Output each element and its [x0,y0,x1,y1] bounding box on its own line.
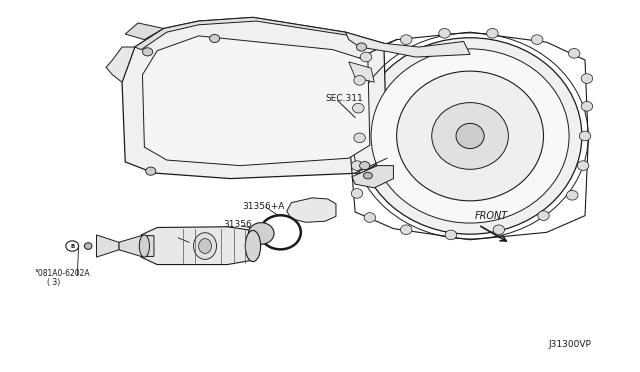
Ellipse shape [140,235,150,257]
Text: J31300VP: J31300VP [548,340,591,349]
Text: 31300: 31300 [154,233,182,243]
Polygon shape [141,227,253,264]
Ellipse shape [248,223,274,244]
Ellipse shape [354,76,365,85]
Polygon shape [352,166,394,188]
Ellipse shape [486,29,498,38]
Ellipse shape [531,35,543,44]
Text: SEC.311: SEC.311 [325,94,363,103]
Polygon shape [125,23,164,39]
Polygon shape [287,198,336,222]
Ellipse shape [364,213,376,222]
Ellipse shape [566,190,578,200]
Polygon shape [346,32,470,57]
Ellipse shape [401,35,412,44]
Ellipse shape [209,35,220,42]
Ellipse shape [493,225,504,235]
Polygon shape [143,36,370,166]
Ellipse shape [358,38,582,234]
Ellipse shape [198,238,211,253]
Ellipse shape [577,161,589,170]
Text: 31356+A: 31356+A [242,202,284,211]
Ellipse shape [581,74,593,83]
Ellipse shape [351,161,363,170]
Text: B: B [70,244,74,248]
Polygon shape [119,235,154,256]
Ellipse shape [401,225,412,235]
Ellipse shape [193,233,216,259]
Ellipse shape [353,103,364,113]
Text: 31356: 31356 [223,221,252,230]
Ellipse shape [397,71,543,201]
Ellipse shape [146,167,156,175]
Polygon shape [106,47,135,82]
Ellipse shape [356,43,367,51]
Ellipse shape [371,49,569,223]
Ellipse shape [360,52,372,62]
Ellipse shape [260,215,301,249]
Ellipse shape [439,29,451,38]
Text: °081A0-6202A: °081A0-6202A [34,269,90,278]
Ellipse shape [364,172,372,179]
Ellipse shape [354,133,365,142]
Ellipse shape [432,103,508,169]
Polygon shape [97,235,119,257]
Ellipse shape [66,241,79,251]
Ellipse shape [445,230,457,240]
Ellipse shape [360,161,370,170]
Ellipse shape [84,243,92,249]
Text: ( 3): ( 3) [47,278,60,287]
Ellipse shape [568,48,580,58]
Ellipse shape [245,231,260,262]
Polygon shape [135,17,352,49]
Ellipse shape [351,189,363,198]
Ellipse shape [456,124,484,148]
Text: FRONT: FRONT [474,211,508,221]
Ellipse shape [143,48,153,56]
Ellipse shape [581,102,593,111]
Polygon shape [349,62,374,82]
Polygon shape [122,17,387,179]
Ellipse shape [579,131,591,141]
Ellipse shape [538,211,549,221]
